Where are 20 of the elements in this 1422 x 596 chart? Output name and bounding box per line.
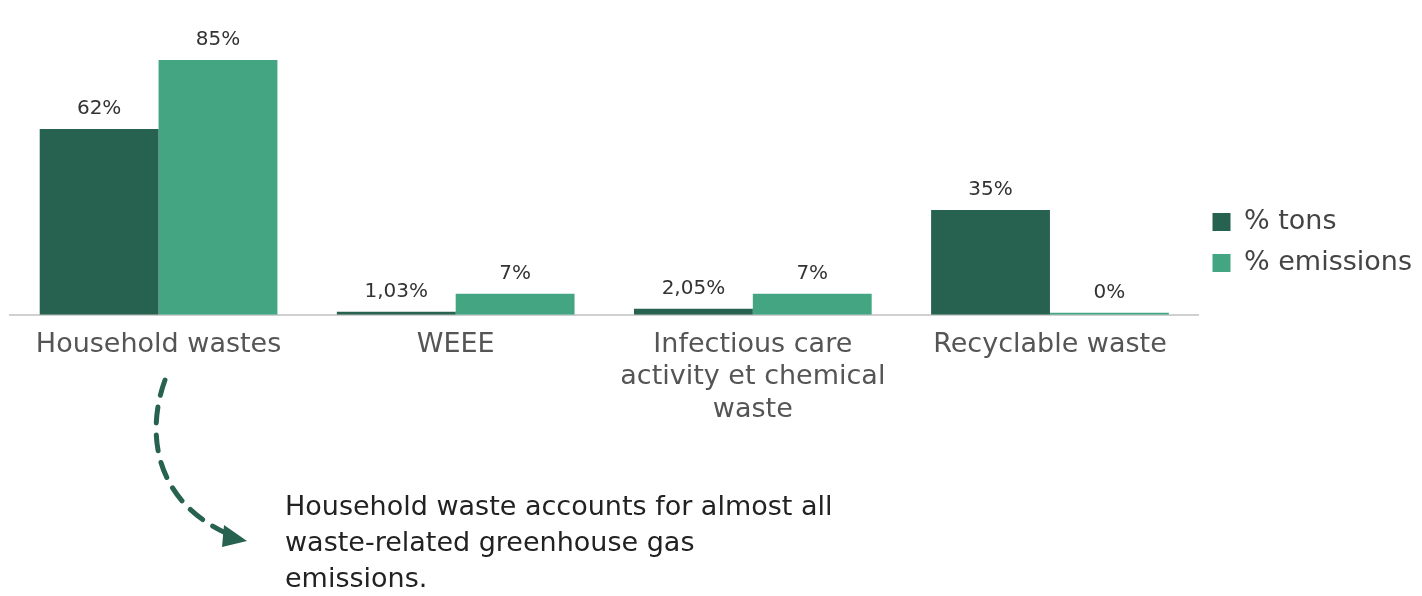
data-label: 85% xyxy=(195,26,241,51)
data-label: 2,05% xyxy=(661,274,726,299)
data-label: 1,03% xyxy=(364,277,429,302)
x-tick-label: Infectious care activity et chemical waste xyxy=(620,327,886,423)
bar xyxy=(39,128,159,315)
data-label: 7% xyxy=(796,260,829,285)
data-label: 0% xyxy=(1093,279,1126,303)
data-label: 35% xyxy=(968,176,1013,201)
bar xyxy=(158,59,278,315)
text: Household waste accounts for almost all waste-related greenhouse gas emissions. xyxy=(285,489,834,595)
data-label: 7% xyxy=(499,260,531,285)
bar xyxy=(752,293,872,315)
x-tick-label: Recyclable waste xyxy=(933,327,1167,359)
legend-label: % emissions xyxy=(1244,245,1413,277)
bar xyxy=(931,209,1050,315)
x-tick-label: Household wastes xyxy=(35,327,282,359)
x-tick-label: WEEE xyxy=(416,327,495,359)
bar xyxy=(455,293,575,315)
data-label: 62% xyxy=(76,95,122,120)
legend-label: % tons xyxy=(1244,204,1337,236)
